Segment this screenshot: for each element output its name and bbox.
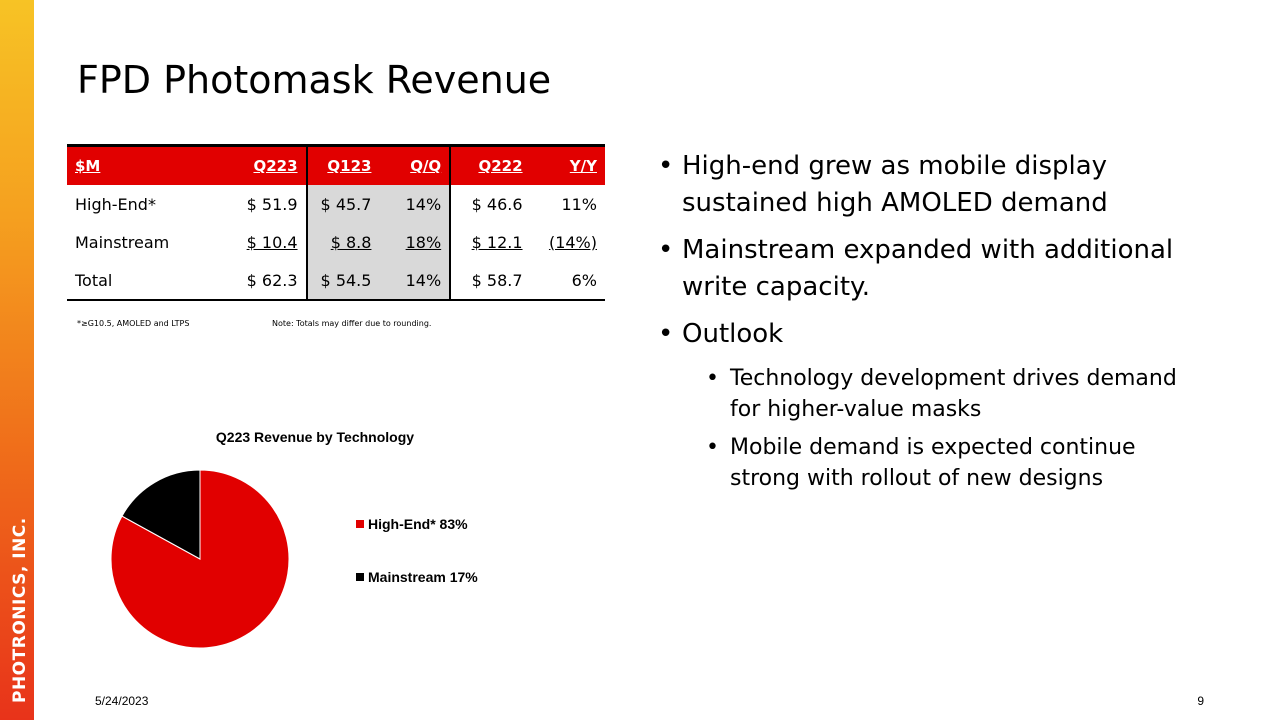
revenue-pie-chart (110, 469, 290, 649)
table-cell: $ 58.7 (450, 261, 531, 301)
bullet-list: High-end grew as mobile display sustaine… (652, 148, 1212, 501)
table-cell: 14% (379, 261, 452, 301)
table-cell: 14% (379, 185, 452, 223)
footnote-rounding: Note: Totals may differ due to rounding. (272, 319, 432, 328)
pie-slice-mainstream (121, 469, 201, 560)
table-cell: 18% (379, 223, 452, 261)
revenue-table: $M Q223 Q123 Q/Q Q222 Y/Y High-End* $ 51… (67, 144, 605, 301)
table-cell: $ 8.8 (305, 223, 380, 261)
page-number: 9 (1197, 694, 1204, 708)
header-cell-qq: Q/Q (379, 144, 452, 185)
legend-value-mainstream: 17% (449, 569, 478, 585)
table-cell: Total (67, 261, 221, 301)
header-cell-m: $M (67, 144, 221, 185)
table-cell: $ 54.5 (305, 261, 380, 301)
table-cell: (14%) (548, 232, 597, 252)
table-header-row: $M Q223 Q123 Q/Q Q222 Y/Y (67, 144, 605, 185)
chart-title: Q223 Revenue by Technology (215, 429, 415, 445)
footnote-definition: *≥G10.5, AMOLED and LTPS (77, 319, 190, 328)
table-cell: $ 46.6 (471, 194, 523, 214)
bullet-high-end: High-end grew as mobile display sustaine… (652, 148, 1212, 222)
table-cell: Mainstream (75, 232, 170, 252)
bullet-outlook: Outlook (652, 316, 1212, 353)
table-cell: $ 51.9 (246, 194, 298, 214)
table-cell: $ 12.1 (471, 232, 523, 252)
table-cell: $ 45.7 (305, 185, 380, 223)
table-row-high-end: High-End* $ 51.9 $ 45.7 14% $ 46.6 11% (67, 185, 605, 223)
table-row-mainstream: Mainstream $ 10.4 $ 8.8 18% $ 12.1 (14%) (67, 223, 605, 261)
sub-bullet-mobile: Mobile demand is expected continue stron… (652, 432, 1212, 494)
table-cell: 11% (561, 194, 597, 214)
legend-label-high-end: High-End* (368, 516, 436, 532)
header-cell-yy: Y/Y (530, 144, 605, 185)
table-row-total: Total $ 62.3 $ 54.5 14% $ 58.7 6% (67, 261, 605, 301)
header-cell-q222: Q222 (450, 144, 531, 185)
table-cell: High-End* (75, 194, 156, 214)
brand-side-bar (0, 0, 34, 720)
table-cell: $ 62.3 (220, 261, 307, 301)
bullet-mainstream: Mainstream expanded with additional writ… (652, 232, 1212, 306)
legend-swatch-high-end (356, 520, 364, 528)
table-cell: $ 10.4 (246, 232, 298, 252)
slide-title: FPD Photomask Revenue (77, 58, 552, 102)
brand-side-text: PHOTRONICS, INC. (10, 517, 30, 703)
header-cell-q123: Q123 (305, 144, 380, 185)
legend-label-mainstream: Mainstream (368, 569, 446, 585)
slide-date: 5/24/2023 (95, 694, 149, 708)
legend-item-high-end: High-End* 83% (356, 516, 468, 532)
table-cell: 6% (530, 261, 605, 301)
header-cell-q223: Q223 (220, 144, 307, 185)
sub-bullet-technology: Technology development drives demand for… (652, 363, 1212, 425)
legend-item-mainstream: Mainstream 17% (356, 569, 478, 585)
legend-value-high-end: 83% (439, 516, 468, 532)
legend-swatch-mainstream (356, 573, 364, 581)
